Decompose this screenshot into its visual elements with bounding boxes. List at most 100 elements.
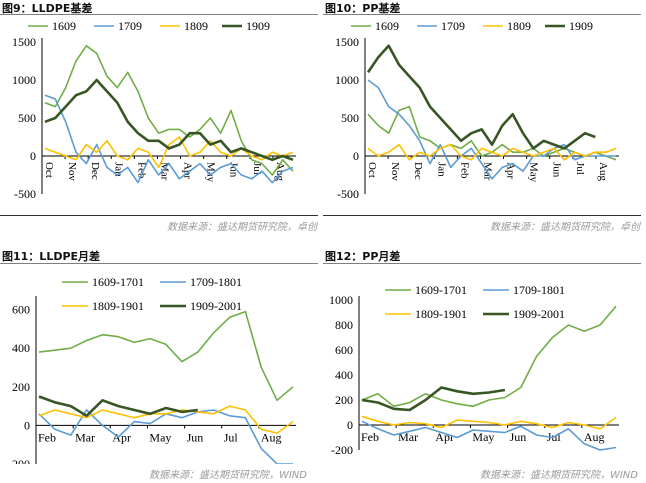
legend-label: 1809-1901 — [415, 307, 467, 321]
legend-label: 1609-1701 — [92, 275, 144, 289]
series-line-1609-1701 — [361, 305, 617, 408]
legend-label: 1709-1801 — [190, 275, 242, 289]
y-tick-label: 0 — [347, 418, 353, 432]
source-note: 数据来源：盛达期货研究院，卓创 — [490, 222, 640, 233]
x-tick-label: Jun — [228, 162, 240, 178]
y-tick-label: 1000 — [335, 73, 359, 87]
y-tick-label: 400 — [12, 341, 30, 355]
source-note: 数据来源：盛达期货研究院，卓创 — [167, 222, 317, 233]
y-tick-label: 0 — [30, 149, 36, 163]
source-rule — [0, 215, 318, 216]
y-tick-label: 200 — [12, 380, 30, 394]
x-tick-label: Nov — [389, 162, 401, 181]
panel-pp-spread: 图12：PP月差 -200 0 200 400 600 800 1000 Feb Mar Apr M… — [323, 242, 646, 483]
y-tick-label: 800 — [335, 318, 353, 332]
legend-label: 1909 — [246, 19, 270, 33]
x-tick-label: Apr — [505, 162, 517, 179]
x-tick-label: Aug — [261, 430, 282, 444]
series-line-1909 — [44, 78, 294, 162]
legend-label: 1709 — [441, 19, 465, 33]
y-tick-label: 1500 — [335, 35, 359, 49]
series-line-1609-1701 — [38, 310, 294, 402]
legend-label: 1609 — [375, 19, 399, 33]
series-line-1909-2001 — [361, 386, 506, 412]
legend-label: 1909-2001 — [190, 299, 242, 313]
x-tick-label: Apr — [112, 430, 131, 444]
panel-title: 图11：LLDPE月差 — [2, 250, 101, 263]
x-tick-label: Jun — [551, 162, 563, 178]
series-line-1809 — [44, 136, 294, 169]
x-tick-label: Mar — [75, 430, 95, 444]
legend-label: 1809-1901 — [92, 299, 144, 313]
title-rule — [323, 263, 641, 264]
y-tick-label: 0 — [24, 418, 30, 432]
y-tick-label: 600 — [12, 303, 30, 317]
source-note: 数据来源：盛达期货研究院，WIND — [148, 470, 307, 481]
x-tick-label: May — [528, 162, 540, 183]
y-tick-label: 1500 — [12, 35, 36, 49]
legend-label: 1809 — [184, 19, 208, 33]
y-tick-label: 0 — [353, 149, 359, 163]
y-tick-label: -500 — [14, 187, 36, 201]
y-tick-label: -200 — [8, 457, 30, 464]
legend-label: 1609-1701 — [415, 283, 467, 297]
y-tick-label: -200 — [331, 443, 353, 457]
series-line-1609 — [44, 45, 294, 176]
y-tick-label: 1000 — [12, 73, 36, 87]
y-tick-label: -500 — [337, 187, 359, 201]
x-tick-label: Jul — [224, 430, 239, 444]
x-tick-label: Feb — [361, 430, 379, 444]
series-line-1909-2001 — [38, 395, 198, 418]
x-tick-label: Dec — [89, 162, 101, 180]
legend-label: 1809 — [507, 19, 531, 33]
panel-title: 图10：PP基差 — [325, 2, 401, 15]
chart-lldpe-spread: -200 0 200 400 600 Feb Mar Apr May Jun Jul Aug 1609-… — [8, 275, 296, 464]
x-tick-label: Jan — [435, 162, 447, 177]
x-tick-label: Feb — [458, 162, 470, 179]
x-tick-label: Mar — [158, 162, 170, 181]
legend-label: 1709-1801 — [513, 283, 565, 297]
series-line-1709 — [367, 79, 616, 180]
panel-lldpe-spread: 图11：LLDPE月差 -200 0 200 400 600 Feb Mar Apr May Ju… — [0, 242, 323, 483]
series-line-1709-1801 — [361, 420, 617, 451]
x-tick-label: Dec — [412, 162, 424, 180]
x-tick-label: May — [205, 162, 217, 183]
panel-pp-basis: 图10：PP基差 -500 0 500 1000 1500 Oct Nov Dec Jan Feb… — [323, 0, 646, 241]
source-rule — [323, 215, 641, 216]
title-rule — [323, 14, 641, 15]
x-tick-label: Nov — [66, 162, 78, 181]
title-rule — [0, 263, 318, 264]
y-tick-label: 600 — [335, 343, 353, 357]
panel-title: 图12：PP月差 — [325, 250, 401, 263]
x-tick-label: Oct — [43, 162, 55, 178]
x-tick-label: May — [472, 430, 494, 444]
series-line-1809-1901 — [38, 405, 294, 434]
x-tick-label: Jul — [574, 162, 586, 175]
x-tick-label: Aug — [584, 430, 605, 444]
panel-lldpe-basis: 图9：LLDPE基差 -500 0 500 1000 1500 Oct Nov Dec Jan F… — [0, 0, 323, 241]
x-tick-label: Jul — [251, 162, 263, 175]
series-line-1909 — [366, 44, 596, 150]
series-line-1809 — [367, 143, 617, 161]
legend-label: 1609 — [52, 19, 76, 33]
panel-title: 图9：LLDPE基差 — [2, 2, 93, 15]
x-tick-label: Aug — [597, 162, 609, 181]
series-line-1709 — [44, 94, 294, 184]
legend-label: 1909 — [569, 19, 593, 33]
x-tick-label: Oct — [366, 162, 378, 178]
x-tick-label: Jun — [187, 430, 204, 444]
x-tick-label: Feb — [38, 430, 56, 444]
source-note: 数据来源：盛达期货研究院，WIND — [479, 470, 638, 481]
legend-label: 1909-2001 — [513, 307, 565, 321]
y-tick-label: 200 — [335, 393, 353, 407]
x-tick-label: Apr — [435, 430, 454, 444]
y-tick-label: 500 — [341, 111, 359, 125]
x-tick-label: May — [149, 430, 171, 444]
series-line-1809-1901 — [361, 415, 617, 430]
x-tick-label: Feb — [135, 162, 147, 179]
title-rule — [0, 14, 318, 15]
y-tick-label: 1000 — [329, 293, 353, 307]
